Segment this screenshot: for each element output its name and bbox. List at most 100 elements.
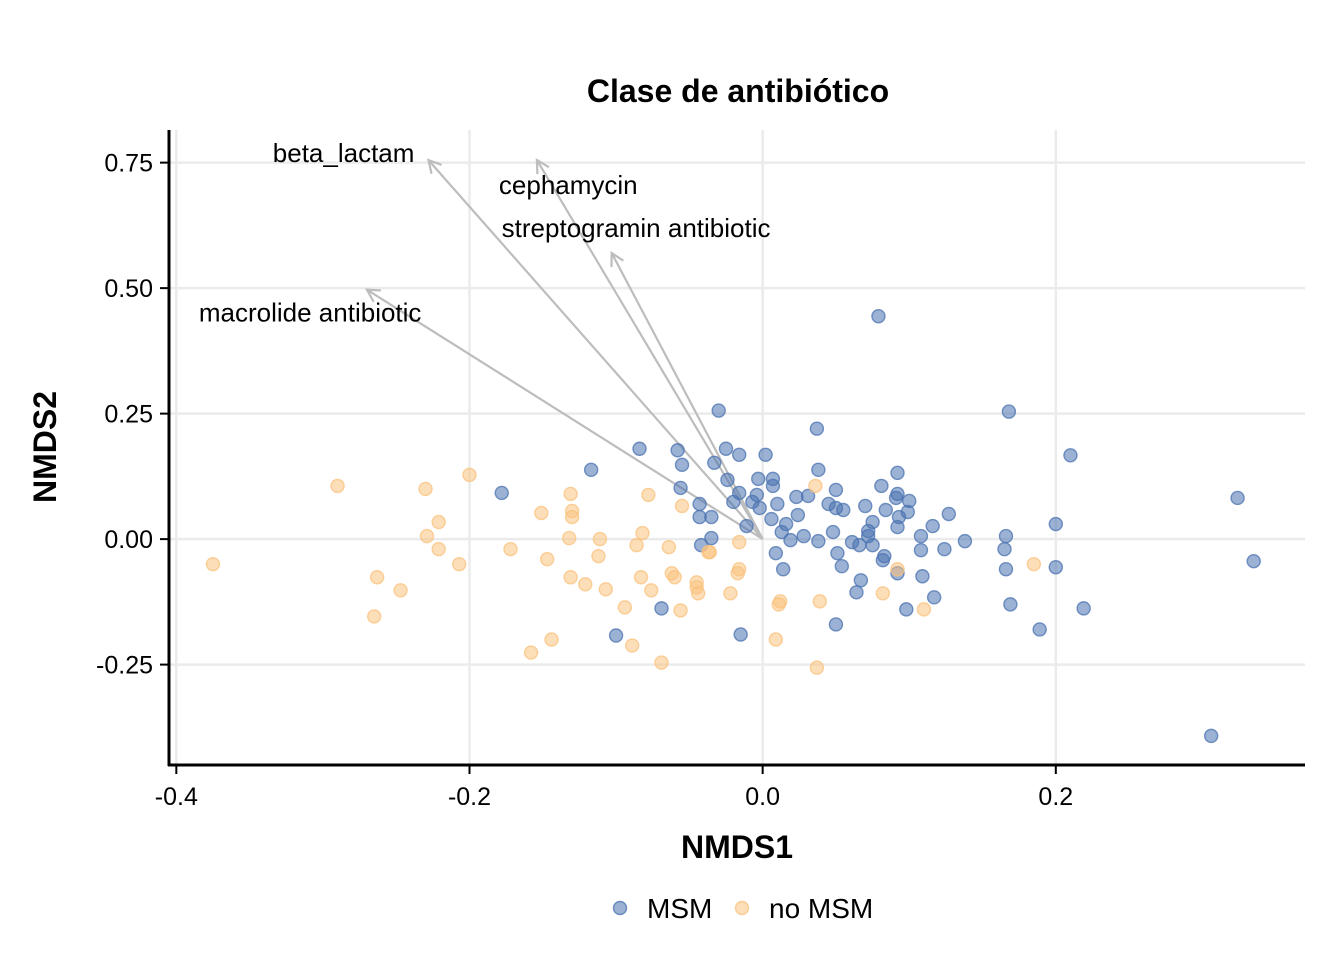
arrowhead-streptogramin-antibiotic bbox=[610, 250, 624, 267]
point-msm bbox=[925, 518, 940, 534]
point-no-msm bbox=[330, 478, 345, 494]
point-msm bbox=[608, 628, 624, 643]
point-msm bbox=[957, 533, 973, 549]
point-msm bbox=[770, 496, 785, 512]
point-msm bbox=[858, 498, 873, 514]
point-no-msm bbox=[462, 467, 477, 483]
point-no-msm bbox=[812, 594, 828, 609]
point-no-msm bbox=[731, 534, 747, 550]
legend-key-no-msm bbox=[734, 900, 750, 916]
point-msm bbox=[809, 421, 825, 436]
point-msm bbox=[926, 590, 942, 605]
arrow-beta-lactam bbox=[427, 159, 764, 540]
point-msm bbox=[670, 443, 685, 458]
point-msm bbox=[739, 518, 754, 534]
point-msm bbox=[913, 542, 929, 558]
legend-label-no-msm: no MSM bbox=[769, 893, 873, 924]
arrowhead-macrolide-antibiotic bbox=[364, 288, 381, 303]
point-no-msm bbox=[633, 570, 649, 585]
point-msm bbox=[849, 585, 864, 600]
point-msm bbox=[790, 507, 806, 523]
arrow-label-streptogramin-antibiotic: streptogramin antibiotic bbox=[502, 213, 771, 243]
y-tick-label: 0.25 bbox=[104, 401, 153, 429]
point-msm bbox=[900, 504, 915, 520]
point-msm bbox=[998, 562, 1014, 577]
point-msm bbox=[1203, 728, 1219, 744]
point-msm bbox=[764, 511, 779, 527]
point-msm bbox=[1003, 597, 1018, 612]
x-tick-label: -0.4 bbox=[155, 783, 198, 811]
point-no-msm bbox=[730, 566, 745, 581]
point-msm bbox=[704, 530, 719, 546]
point-no-msm bbox=[539, 551, 555, 567]
point-msm bbox=[711, 403, 726, 418]
point-no-msm bbox=[723, 586, 738, 601]
point-msm bbox=[718, 441, 734, 456]
point-msm bbox=[853, 573, 869, 588]
point-no-msm bbox=[561, 530, 577, 546]
point-no-msm bbox=[1026, 557, 1042, 572]
point-no-msm bbox=[654, 655, 669, 670]
point-msm bbox=[871, 309, 886, 324]
point-msm bbox=[834, 559, 850, 574]
point-msm bbox=[726, 494, 741, 510]
x-tick-label: -0.2 bbox=[448, 783, 491, 811]
y-axis-ticks: -0.25 0.00 0.25 0.50 0.75 bbox=[96, 150, 169, 680]
legend-label-msm: MSM bbox=[647, 893, 712, 924]
point-no-msm bbox=[702, 544, 718, 560]
point-msm bbox=[913, 528, 929, 544]
point-msm bbox=[752, 500, 767, 516]
point-no-msm bbox=[661, 539, 677, 555]
point-no-msm bbox=[503, 541, 518, 557]
point-no-msm bbox=[431, 514, 446, 530]
point-msm bbox=[890, 465, 905, 481]
point-msm bbox=[654, 601, 669, 616]
point-no-msm bbox=[592, 531, 608, 547]
point-no-msm bbox=[591, 548, 606, 564]
point-no-msm bbox=[808, 478, 823, 494]
point-msm bbox=[899, 602, 914, 617]
point-msm bbox=[998, 528, 1014, 544]
point-no-msm bbox=[635, 525, 650, 541]
point-msm bbox=[1032, 622, 1047, 637]
y-axis-title: NMDS2 bbox=[27, 391, 63, 503]
point-no-msm bbox=[809, 660, 825, 675]
point-no-msm bbox=[624, 638, 640, 653]
x-axis-ticks: -0.4 -0.2 0.0 0.2 bbox=[155, 765, 1073, 811]
point-no-msm bbox=[544, 632, 559, 647]
point-no-msm bbox=[563, 570, 578, 585]
point-no-msm bbox=[617, 600, 633, 615]
point-msm bbox=[774, 524, 789, 540]
point-no-msm bbox=[667, 570, 682, 585]
point-msm bbox=[828, 482, 844, 498]
point-no-msm bbox=[563, 486, 578, 502]
arrow-label-macrolide-antibiotic: macrolide antibiotic bbox=[199, 298, 422, 328]
point-no-msm bbox=[641, 487, 656, 503]
point-msm bbox=[494, 485, 509, 501]
point-msm bbox=[811, 462, 826, 478]
arrow-label-beta-lactam: beta_lactam bbox=[273, 138, 415, 168]
point-no-msm bbox=[564, 509, 580, 525]
point-msm bbox=[937, 541, 952, 557]
point-msm bbox=[888, 490, 904, 506]
y-tick-label: -0.25 bbox=[96, 652, 153, 680]
point-msm bbox=[828, 617, 844, 632]
point-no-msm bbox=[629, 537, 644, 553]
y-tick-label: 0.75 bbox=[104, 150, 153, 178]
point-msm bbox=[800, 488, 816, 504]
point-no-msm bbox=[673, 603, 688, 618]
point-no-msm bbox=[431, 541, 446, 557]
point-msm bbox=[878, 502, 893, 518]
point-no-msm bbox=[890, 562, 905, 577]
point-no-msm bbox=[367, 609, 382, 624]
point-msm bbox=[1076, 601, 1091, 616]
point-no-msm bbox=[205, 557, 221, 572]
chart-title: Clase de antibiótico bbox=[587, 73, 889, 109]
point-msm bbox=[874, 478, 889, 494]
point-msm bbox=[1001, 404, 1017, 419]
point-msm bbox=[796, 528, 811, 544]
point-msm bbox=[692, 496, 707, 512]
point-msm bbox=[1230, 490, 1245, 506]
point-no-msm bbox=[369, 570, 385, 585]
